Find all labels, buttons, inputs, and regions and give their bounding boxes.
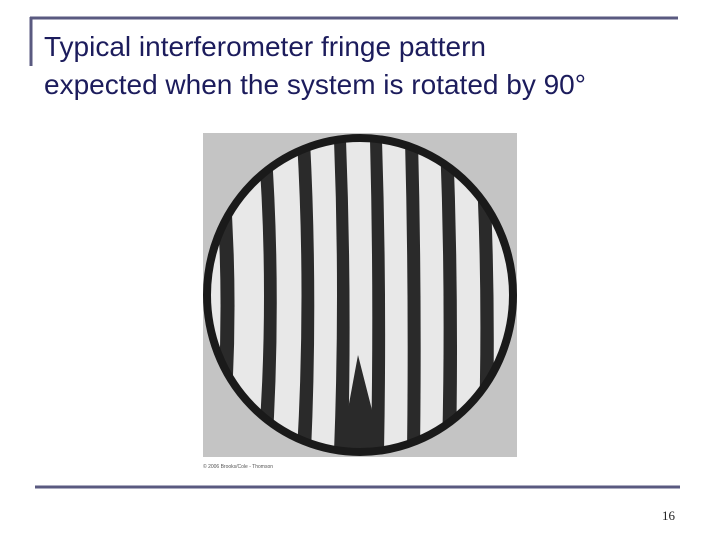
figure-credit: © 2006 Brooks/Cole - Thomson	[203, 464, 274, 470]
title-line: expected when the system is rotated by 9…	[44, 69, 586, 100]
fringe-figure	[203, 133, 517, 457]
page-number: 16	[662, 508, 675, 523]
slide-title: Typical interferometer fringe pattern ex…	[44, 28, 586, 104]
fringe-spike	[340, 355, 380, 452]
aperture-rim	[203, 134, 517, 456]
title-line: Typical interferometer fringe pattern	[44, 31, 486, 62]
